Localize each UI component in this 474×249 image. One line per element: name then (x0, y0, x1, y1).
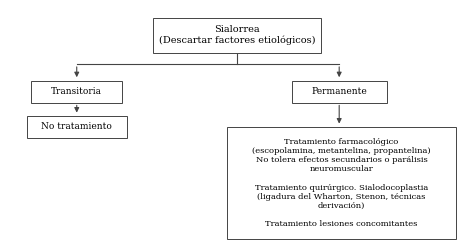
Text: No tratamiento: No tratamiento (41, 123, 112, 131)
Text: Transitoria: Transitoria (51, 87, 102, 96)
FancyBboxPatch shape (227, 127, 456, 239)
FancyBboxPatch shape (27, 116, 127, 138)
Text: Sialorrea
(Descartar factores etiológicos): Sialorrea (Descartar factores etiológico… (159, 25, 315, 45)
Text: Permanente: Permanente (311, 87, 367, 96)
FancyBboxPatch shape (31, 81, 122, 103)
FancyBboxPatch shape (292, 81, 387, 103)
Text: Tratamiento farmacológico
(escopolamina, metantelina, propantelina)
No tolera ef: Tratamiento farmacológico (escopolamina,… (252, 138, 431, 229)
FancyBboxPatch shape (154, 18, 320, 53)
